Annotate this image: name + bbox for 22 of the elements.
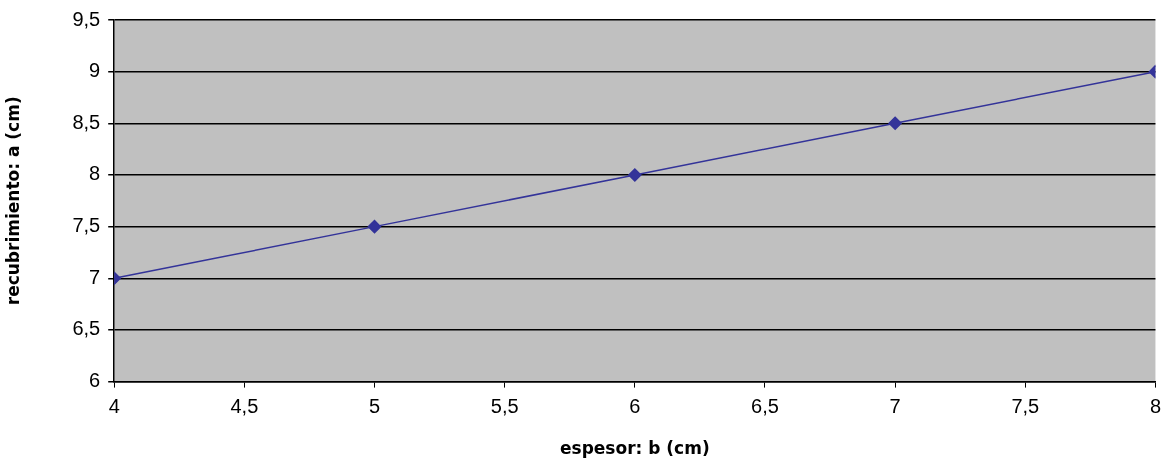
x-tick-label: 4,5 — [230, 395, 259, 418]
x-tick-label: 4 — [108, 395, 120, 418]
x-tick-label: 8 — [1149, 395, 1161, 418]
y-tick-label: 7,5 — [72, 214, 101, 237]
x-tick-label: 7,5 — [1011, 395, 1040, 418]
y-tick-label: 7 — [89, 265, 101, 288]
x-tick-label: 7 — [889, 395, 901, 418]
y-tick-label: 9 — [89, 59, 101, 82]
y-tick-label: 6,5 — [72, 317, 101, 340]
point — [628, 168, 642, 182]
x-tick-label: 6,5 — [751, 395, 779, 418]
y-tick-label: 6 — [89, 369, 101, 392]
y-tick-label: 8 — [89, 162, 101, 185]
x-axis-title: espesor: b (cm) — [559, 438, 710, 459]
x-tick-label: 5 — [368, 395, 381, 418]
x-tick-label: 6 — [629, 395, 641, 418]
y-tick-label: 8,5 — [72, 110, 101, 133]
y-tick-label: 9,5 — [72, 7, 101, 30]
point — [888, 116, 902, 131]
y-axis-title: recubrimiento: a (cm) — [2, 96, 23, 306]
x-tick-label: 5,5 — [490, 395, 519, 418]
point — [367, 219, 382, 234]
